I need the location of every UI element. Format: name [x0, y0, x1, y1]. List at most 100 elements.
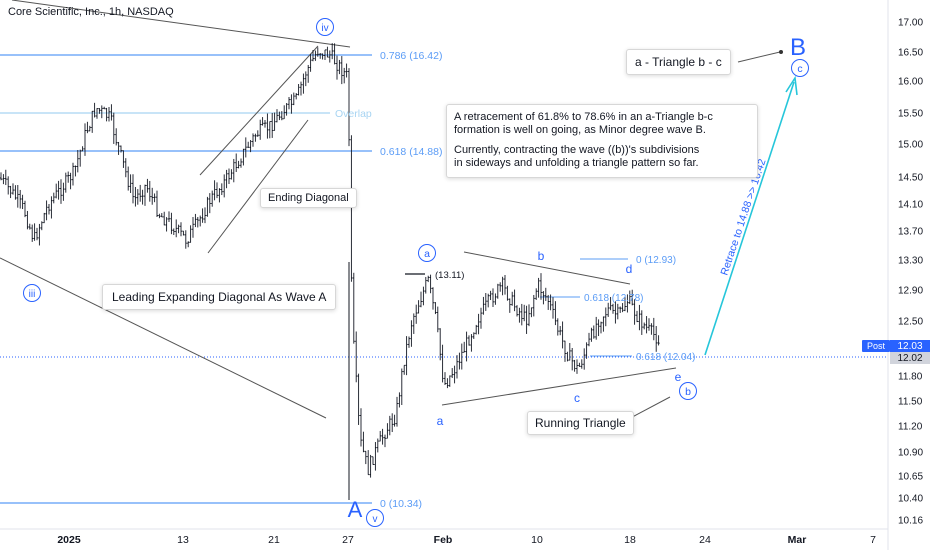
ohlc-bar [616, 303, 619, 320]
ohlc-bar [467, 335, 471, 346]
ohlc-bar [98, 107, 101, 114]
wave-c-circle[interactable] [791, 59, 809, 77]
ohlc-bar [208, 193, 211, 214]
wave-iv-circle[interactable] [316, 18, 334, 36]
triangle-fib-618b-label: 0.618 (12.04) [636, 352, 696, 363]
ohlc-bar [213, 180, 216, 201]
ohlc-bar [465, 331, 468, 362]
triangle-upper-line[interactable] [463, 251, 631, 285]
ohlc-bar [515, 305, 519, 317]
price-tick-label: 12.90 [898, 286, 923, 297]
ohlc-bar [647, 318, 651, 331]
ohlc-bar [602, 316, 605, 332]
abc-box[interactable]: a - Triangle b - c [626, 49, 731, 75]
ending-diagonal-upper[interactable] [199, 45, 319, 176]
ohlc-bar [619, 306, 622, 313]
ohlc-bar [249, 140, 252, 153]
ohlc-bar [319, 53, 322, 59]
ohlc-bar [175, 219, 178, 238]
wave-a-circle[interactable] [418, 244, 436, 262]
ohlc-bar [333, 43, 336, 65]
ohlc-bar [2, 174, 5, 185]
ohlc-bar [237, 160, 240, 169]
ohlc-bar [417, 300, 420, 314]
ohlc-bar [105, 107, 108, 122]
running-triangle-box[interactable]: Running Triangle [527, 411, 634, 435]
triangle-wave-d-label: d [626, 262, 633, 276]
leading-diagonal-box[interactable]: Leading Expanding Diagonal As Wave A [102, 284, 337, 310]
fib-label-786: 0.786 (16.42) [380, 50, 442, 62]
price-axis[interactable]: 17.00 16.50 16.00 15.50 15.00 14.50 14.10 13.70… [898, 18, 923, 527]
fib-label-zero: 0 (10.34) [380, 498, 422, 510]
price-tick-label: 11.20 [898, 422, 923, 433]
wave-A-label[interactable]: A [348, 497, 363, 522]
ohlc-bar [501, 276, 504, 296]
ending-diagonal-lower[interactable] [207, 119, 309, 254]
ohlc-bar [76, 149, 79, 173]
ohlc-bar [609, 296, 612, 311]
upper-trendline[interactable] [11, 0, 351, 48]
retrace-arrow-line[interactable] [704, 81, 795, 356]
ohlc-bar [419, 291, 423, 308]
ohlc-bar [232, 158, 235, 183]
ohlc-bar [271, 112, 274, 138]
wave-B-label[interactable]: B [790, 34, 806, 61]
triangle-lower-line[interactable] [441, 367, 677, 406]
ohlc-bar [215, 182, 219, 199]
wave-iii-circle[interactable] [23, 284, 41, 302]
ohlc-bar [117, 141, 120, 155]
ohlc-bar [410, 320, 413, 347]
time-tick-label: Feb [434, 534, 453, 546]
ohlc-bar [203, 207, 207, 224]
time-tick-label: 18 [624, 534, 636, 546]
analysis-note-box[interactable]: A retracement of 61.8% to 78.6% in an a-… [446, 104, 758, 178]
wave-v-circle[interactable] [366, 509, 384, 527]
ohlc-bar [623, 297, 627, 312]
ohlc-bar [496, 283, 499, 299]
ohlc-bar [177, 224, 180, 234]
ohlc-bar [278, 111, 281, 121]
ohlc-bar [112, 112, 115, 144]
ohlc-bar [513, 289, 516, 312]
ohlc-bar [655, 326, 658, 352]
symbol-title: Core Scientific, Inc., 1h, NASDAQ [8, 6, 174, 18]
ohlc-bar [302, 73, 305, 94]
ohlc-bar [607, 302, 610, 317]
ending-diagonal-box[interactable]: Ending Diagonal [260, 188, 357, 208]
note-line-1: A retracement of 61.8% to 78.6% in an a-… [454, 111, 713, 123]
time-tick-label: 13 [177, 534, 189, 546]
ohlc-bar [350, 135, 353, 282]
ohlc-bar [69, 172, 72, 190]
ohlc-bar [280, 111, 283, 121]
note-line-3: Currently, contracting the wave ((b))'s … [454, 144, 700, 156]
ohlc-bar [530, 307, 533, 318]
ohlc-bar [165, 217, 168, 232]
price-tick-label: 14.50 [898, 173, 923, 184]
ohlc-bar [650, 323, 653, 335]
ohlc-bar [67, 171, 70, 183]
ohlc-bar [230, 169, 233, 180]
price-tick-label: 14.10 [898, 200, 923, 211]
ohlc-bar [542, 291, 545, 305]
lower-trendline[interactable] [0, 257, 327, 419]
ohlc-bar [199, 215, 202, 227]
ohlc-bar [292, 92, 295, 106]
wave-b-circle[interactable] [679, 382, 697, 400]
post-price-value: 12.03 [897, 341, 922, 352]
ohlc-bar [122, 150, 125, 168]
ohlc-series [0, 43, 660, 500]
ohlc-bar [458, 352, 461, 370]
ohlc-bar [362, 431, 365, 453]
ohlc-bar [379, 430, 382, 442]
ohlc-bar [482, 296, 485, 315]
ohlc-bar [585, 342, 588, 359]
ohlc-bar [266, 113, 269, 139]
ohlc-bar [170, 212, 173, 235]
ohlc-bar [477, 313, 480, 335]
ohlc-bar [16, 185, 19, 208]
ohlc-bar [405, 336, 408, 376]
time-axis[interactable]: 2025 13 21 27 Feb 10 18 24 Mar 7 [57, 534, 876, 546]
ohlc-bar [340, 56, 343, 85]
